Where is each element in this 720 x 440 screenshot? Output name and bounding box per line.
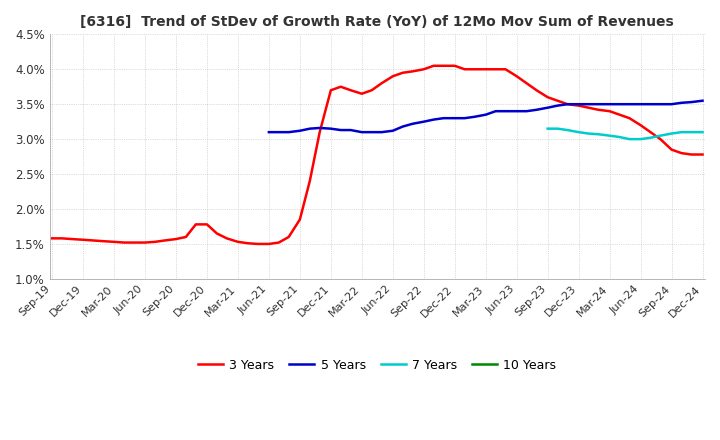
- 7 Years: [575, 129, 583, 135]
- 5 Years: [594, 102, 603, 107]
- 7 Years: [656, 133, 665, 138]
- Title: [6316]  Trend of StDev of Growth Rate (YoY) of 12Mo Mov Sum of Revenues: [6316] Trend of StDev of Growth Rate (Yo…: [81, 15, 674, 29]
- 5 Years: [389, 128, 397, 133]
- 5 Years: [501, 109, 510, 114]
- 5 Years: [522, 109, 531, 114]
- 3 Years: [491, 66, 500, 72]
- 5 Years: [491, 109, 500, 114]
- 5 Years: [451, 116, 459, 121]
- 5 Years: [264, 129, 273, 135]
- 5 Years: [439, 116, 448, 121]
- 3 Years: [48, 236, 56, 241]
- 5 Years: [336, 128, 345, 133]
- 5 Years: [429, 117, 438, 122]
- 5 Years: [482, 112, 490, 117]
- 5 Years: [667, 102, 676, 107]
- 7 Years: [646, 135, 654, 140]
- 5 Years: [358, 129, 366, 135]
- 3 Years: [253, 241, 262, 246]
- 3 Years: [698, 152, 707, 157]
- Line: 7 Years: 7 Years: [548, 128, 703, 139]
- 5 Years: [687, 99, 696, 105]
- 7 Years: [687, 129, 696, 135]
- 7 Years: [563, 128, 572, 133]
- 5 Years: [305, 126, 314, 131]
- 5 Years: [346, 128, 355, 133]
- 5 Years: [470, 114, 479, 119]
- 5 Years: [315, 125, 324, 131]
- 7 Years: [544, 126, 552, 131]
- 5 Years: [398, 124, 407, 129]
- 5 Years: [420, 119, 428, 125]
- 5 Years: [532, 107, 541, 113]
- 7 Years: [636, 136, 645, 142]
- 5 Years: [646, 102, 654, 107]
- 5 Years: [274, 129, 283, 135]
- 5 Years: [544, 105, 552, 110]
- 5 Years: [377, 129, 386, 135]
- 7 Years: [625, 136, 634, 142]
- 7 Years: [553, 126, 562, 131]
- 5 Years: [284, 129, 293, 135]
- 7 Years: [667, 131, 676, 136]
- 5 Years: [327, 126, 336, 131]
- 5 Years: [677, 100, 685, 106]
- 7 Years: [698, 129, 707, 135]
- 7 Years: [594, 132, 603, 137]
- 5 Years: [636, 102, 645, 107]
- 3 Years: [482, 66, 490, 72]
- 3 Years: [420, 66, 428, 72]
- Line: 3 Years: 3 Years: [52, 66, 703, 244]
- 7 Years: [606, 133, 614, 138]
- 7 Years: [615, 134, 624, 139]
- 5 Years: [513, 109, 521, 114]
- 5 Years: [295, 128, 304, 133]
- 3 Years: [130, 240, 138, 245]
- 5 Years: [575, 102, 583, 107]
- Line: 5 Years: 5 Years: [269, 101, 703, 132]
- 3 Years: [429, 63, 438, 68]
- 5 Years: [553, 103, 562, 108]
- 7 Years: [677, 129, 685, 135]
- 5 Years: [606, 102, 614, 107]
- 5 Years: [656, 102, 665, 107]
- Legend: 3 Years, 5 Years, 7 Years, 10 Years: 3 Years, 5 Years, 7 Years, 10 Years: [193, 354, 562, 377]
- 5 Years: [460, 116, 469, 121]
- 5 Years: [367, 129, 376, 135]
- 5 Years: [584, 102, 593, 107]
- 5 Years: [615, 102, 624, 107]
- 5 Years: [563, 102, 572, 107]
- 3 Years: [377, 81, 386, 86]
- 3 Years: [327, 88, 336, 93]
- 5 Years: [408, 121, 417, 126]
- 7 Years: [584, 131, 593, 136]
- 5 Years: [698, 98, 707, 103]
- 5 Years: [625, 102, 634, 107]
